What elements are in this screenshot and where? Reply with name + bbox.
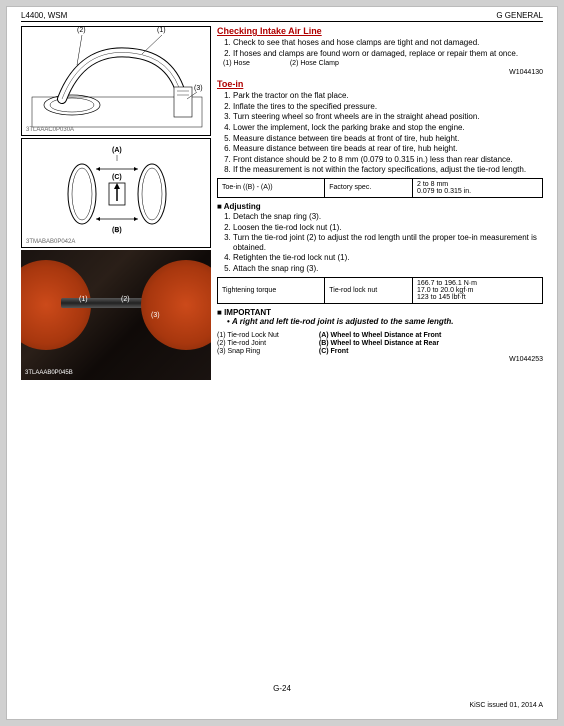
page-header: L4400, WSM G GENERAL bbox=[21, 11, 543, 22]
fig2-id: 3TMABAB0P042A bbox=[26, 239, 75, 245]
callout: (2) Hose Clamp bbox=[290, 60, 339, 67]
fig1-callout-2: (2) bbox=[77, 27, 86, 34]
list-item: Turn the tie-rod joint (2) to adjust the… bbox=[233, 233, 543, 252]
spec-value: 2 to 8 mm bbox=[417, 181, 538, 188]
legend-left: (1) Tie-rod Lock Nut (2) Tie-rod Joint (… bbox=[217, 332, 279, 356]
docnum: W1044130 bbox=[217, 69, 543, 76]
photo-id: 3TLAAAB0P045B bbox=[25, 370, 73, 376]
legend-item: (A) Wheel to Wheel Distance at Front bbox=[319, 332, 442, 339]
figure-intake-air: (1) (2) (3) 3TLAAAC0P030A bbox=[21, 26, 211, 136]
header-right: G GENERAL bbox=[496, 11, 543, 20]
legend: (1) Tie-rod Lock Nut (2) Tie-rod Joint (… bbox=[217, 332, 543, 356]
spec-value: 17.0 to 20.0 kgf·m bbox=[417, 287, 538, 294]
figure-toein-diagram: (A) (B) (C) 3TMABAB0P042A bbox=[21, 138, 211, 248]
section3-list: Detach the snap ring (3). Loosen the tie… bbox=[217, 212, 543, 274]
table-cell: 2 to 8 mm 0.079 to 0.315 in. bbox=[413, 178, 543, 197]
list-item: Inflate the tires to the specified press… bbox=[233, 102, 543, 112]
list-item: Lower the implement, lock the parking br… bbox=[233, 123, 543, 133]
fig2-label-c: (C) bbox=[112, 174, 122, 181]
section2-title: Toe-in bbox=[217, 79, 543, 89]
list-item: If the measurement is not within the fac… bbox=[233, 165, 543, 175]
photo-callout-3: (3) bbox=[151, 312, 160, 319]
legend-item: (B) Wheel to Wheel Distance at Rear bbox=[319, 340, 442, 347]
left-column: (1) (2) (3) 3TLAAAC0P030A bbox=[21, 26, 211, 380]
spec-value: 0.079 to 0.315 in. bbox=[417, 188, 538, 195]
list-item: Measure distance between tire beads at f… bbox=[233, 134, 543, 144]
spec-value: 123 to 145 lbf·ft bbox=[417, 294, 538, 301]
table-cell: 166.7 to 196.1 N·m 17.0 to 20.0 kgf·m 12… bbox=[413, 277, 543, 303]
intake-svg bbox=[22, 27, 210, 135]
list-item: Turn steering wheel so front wheels are … bbox=[233, 112, 543, 122]
section1-callouts: (1) Hose (2) Hose Clamp bbox=[223, 60, 543, 67]
photo-callout-1: (1) bbox=[79, 296, 88, 303]
header-left: L4400, WSM bbox=[21, 11, 67, 20]
table-cell: Toe-in ((B) - (A)) bbox=[218, 178, 325, 197]
list-item: Attach the snap ring (3). bbox=[233, 264, 543, 274]
fig2-label-b: (B) bbox=[112, 227, 122, 234]
legend-item: (1) Tie-rod Lock Nut bbox=[217, 332, 279, 339]
spec-value: 166.7 to 196.1 N·m bbox=[417, 280, 538, 287]
table-cell: Factory spec. bbox=[325, 178, 413, 197]
legend-item: (C) Front bbox=[319, 348, 442, 355]
fig1-id: 3TLAAAC0P030A bbox=[26, 127, 74, 133]
issued-text: KiSC issued 01, 2014 A bbox=[469, 702, 543, 709]
photo-shaft bbox=[61, 298, 171, 308]
table-cell: Tightening torque bbox=[218, 277, 325, 303]
legend-right: (A) Wheel to Wheel Distance at Front (B)… bbox=[319, 332, 442, 356]
list-item: Retighten the tie-rod lock nut (1). bbox=[233, 253, 543, 263]
right-column: Checking Intake Air Line Check to see th… bbox=[217, 26, 543, 380]
photo-callout-2: (2) bbox=[121, 296, 130, 303]
legend-item: (2) Tie-rod Joint bbox=[217, 340, 279, 347]
main-content: (1) (2) (3) 3TLAAAC0P030A bbox=[21, 26, 543, 380]
fig1-callout-1: (1) bbox=[157, 27, 166, 34]
figure-photo: (1) (2) (3) 3TLAAAB0P045B bbox=[21, 250, 211, 380]
list-item: Detach the snap ring (3). bbox=[233, 212, 543, 222]
section1-title: Checking Intake Air Line bbox=[217, 26, 543, 36]
important-label: IMPORTANT bbox=[217, 308, 543, 317]
list-item: If hoses and clamps are found worn or da… bbox=[233, 49, 543, 59]
list-item: Check to see that hoses and hose clamps … bbox=[233, 38, 543, 48]
fig1-callout-3: (3) bbox=[194, 85, 203, 92]
section1-list: Check to see that hoses and hose clamps … bbox=[217, 38, 543, 58]
docnum: W1044253 bbox=[217, 356, 543, 363]
torque-spec-table: Tightening torque Tie-rod lock nut 166.7… bbox=[217, 277, 543, 304]
callout: (1) Hose bbox=[223, 60, 250, 67]
important-line: A right and left tie-rod joint is adjust… bbox=[227, 317, 543, 326]
fig2-label-a: (A) bbox=[112, 147, 122, 154]
toein-spec-table: Toe-in ((B) - (A)) Factory spec. 2 to 8 … bbox=[217, 178, 543, 198]
section3-title: Adjusting bbox=[217, 202, 543, 211]
table-cell: Tie-rod lock nut bbox=[325, 277, 413, 303]
list-item: Park the tractor on the flat place. bbox=[233, 91, 543, 101]
legend-item: (3) Snap Ring bbox=[217, 348, 279, 355]
section2-list: Park the tractor on the flat place. Infl… bbox=[217, 91, 543, 175]
list-item: Front distance should be 2 to 8 mm (0.07… bbox=[233, 155, 543, 165]
page: L4400, WSM G GENERAL bbox=[6, 6, 558, 720]
page-number: G-24 bbox=[273, 684, 291, 693]
list-item: Measure distance between tire beads at r… bbox=[233, 144, 543, 154]
list-item: Loosen the tie-rod lock nut (1). bbox=[233, 223, 543, 233]
